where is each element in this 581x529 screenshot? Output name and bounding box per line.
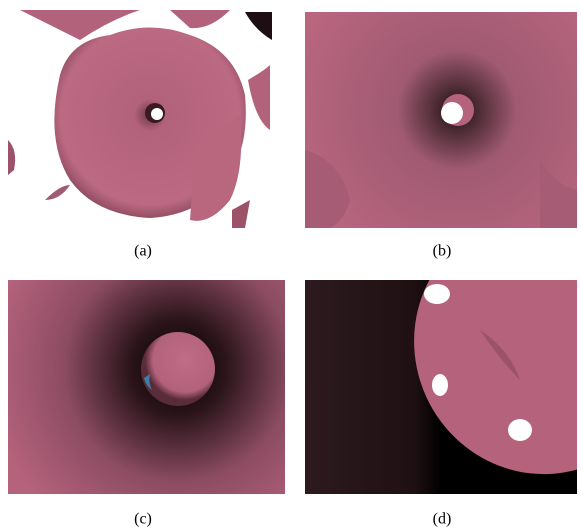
page: {"figure": {"panels": [{"caption": "(a)"…: [0, 0, 581, 529]
panel-caption: (d): [433, 511, 452, 528]
panel-caption: (c): [134, 511, 152, 528]
panel-c-image: [8, 280, 285, 494]
panel-a-image: [8, 10, 272, 228]
figure: (a) (b) (c) (d): [0, 0, 581, 529]
panel-b-image: [305, 12, 577, 228]
panel-caption: (a): [134, 243, 152, 260]
panel-caption: (b): [433, 243, 452, 260]
